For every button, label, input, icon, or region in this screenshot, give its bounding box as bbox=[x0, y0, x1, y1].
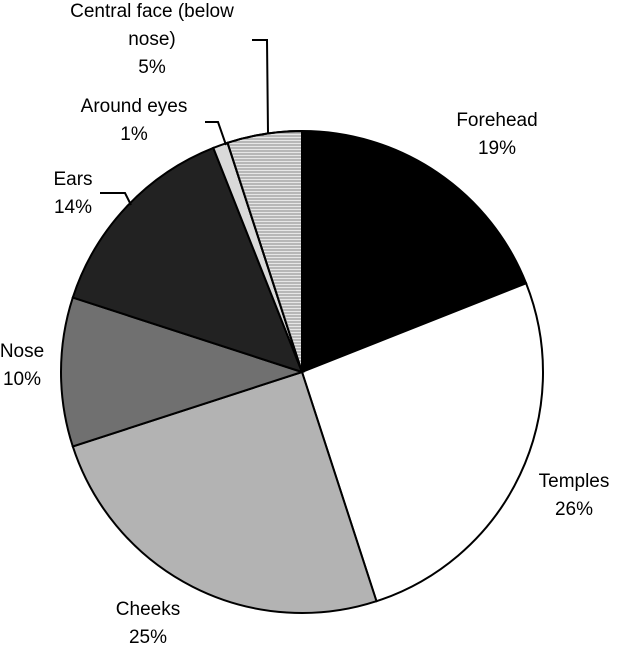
pie-slice bbox=[301, 129, 528, 374]
category-label: Temples bbox=[538, 471, 610, 492]
value-label: 26% bbox=[554, 499, 594, 520]
value-label: 19% bbox=[477, 138, 517, 159]
category-label: Ears bbox=[53, 169, 93, 190]
value-label: 5% bbox=[138, 57, 166, 78]
pie-slice bbox=[60, 296, 306, 448]
slice-label: Forehead 19% bbox=[417, 107, 577, 163]
pie-slice bbox=[300, 281, 544, 603]
value-label: 1% bbox=[120, 124, 148, 145]
slice-label: Around eyes 1% bbox=[54, 93, 214, 149]
leader-line bbox=[100, 192, 132, 206]
pie-slice bbox=[71, 370, 378, 614]
slice-label: Nose 10% bbox=[0, 338, 62, 394]
slice-label: Central face (below nose) 5% bbox=[57, 0, 247, 82]
category-label: Cheeks bbox=[115, 599, 181, 620]
category-label: Around eyes bbox=[80, 96, 188, 117]
category-label: Central face (below nose) bbox=[70, 1, 234, 50]
slice-pattern bbox=[226, 129, 303, 373]
category-label: Forehead bbox=[456, 110, 538, 131]
slice-label: Temples 26% bbox=[494, 468, 617, 524]
value-label: 14% bbox=[53, 197, 93, 218]
slice-label: Ears 14% bbox=[33, 166, 113, 222]
leader-line bbox=[252, 39, 269, 134]
value-label: 25% bbox=[128, 627, 168, 648]
slice-label: Cheeks 25% bbox=[68, 596, 228, 648]
category-label: Nose bbox=[0, 341, 45, 362]
value-label: 10% bbox=[2, 369, 42, 390]
leader-line bbox=[205, 121, 227, 146]
